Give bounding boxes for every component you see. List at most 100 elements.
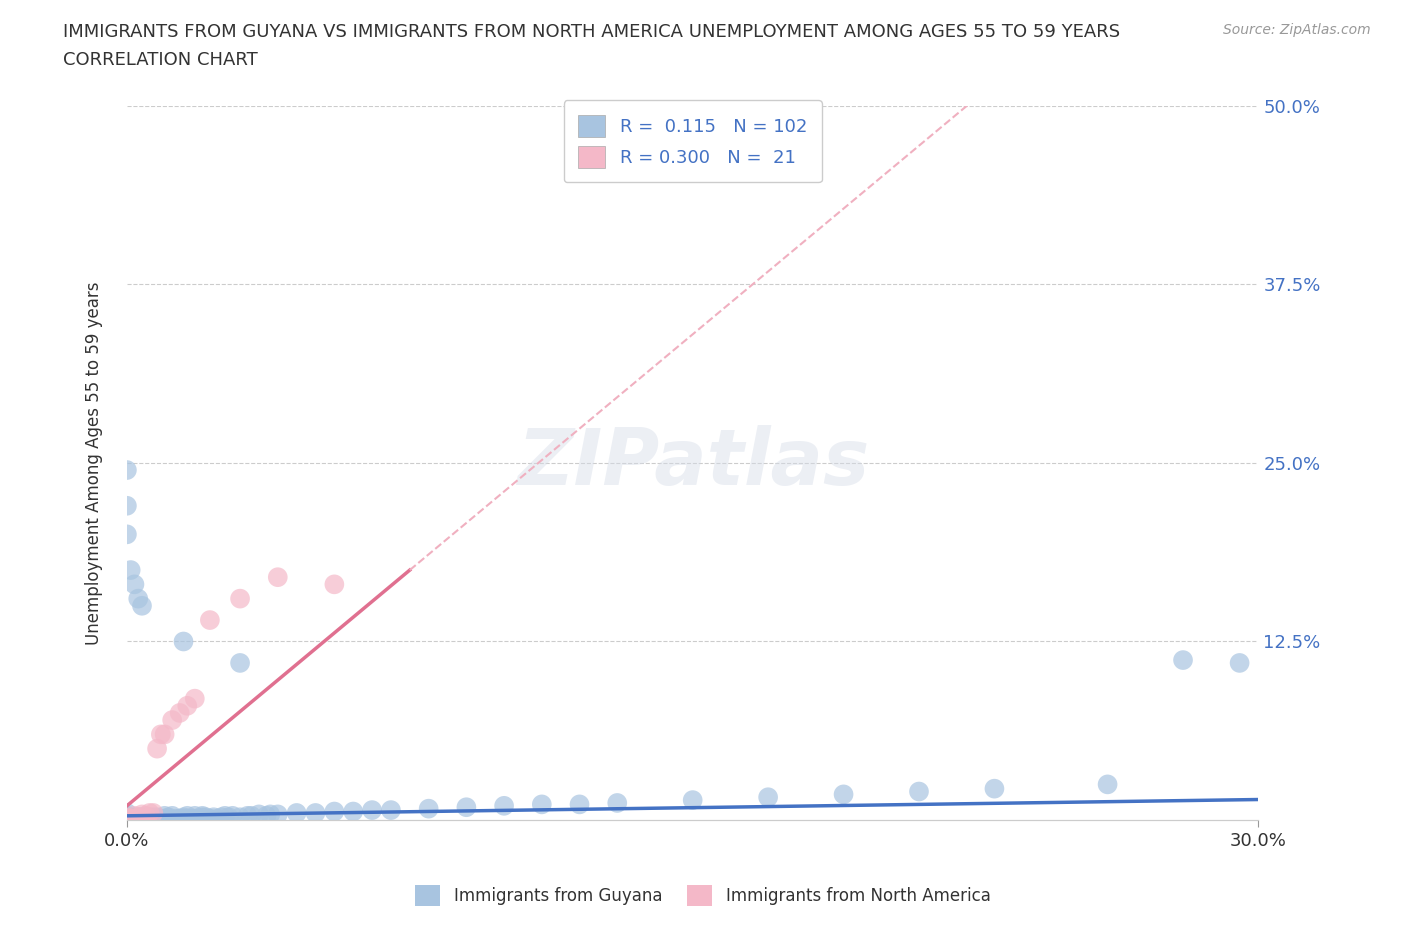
Point	[120, 811, 142, 826]
Point	[115, 527, 138, 542]
Point	[115, 811, 138, 826]
Point	[530, 797, 553, 812]
Point	[153, 811, 176, 826]
Point	[142, 811, 165, 826]
Point	[120, 811, 142, 826]
Point	[127, 810, 149, 825]
Point	[908, 784, 931, 799]
Text: CORRELATION CHART: CORRELATION CHART	[63, 51, 259, 69]
Point	[176, 811, 198, 826]
Point	[160, 808, 183, 823]
Point	[157, 813, 180, 828]
Point	[184, 808, 207, 823]
Legend: R =  0.115   N = 102, R = 0.300   N =  21: R = 0.115 N = 102, R = 0.300 N = 21	[564, 100, 821, 182]
Point	[209, 810, 232, 825]
Point	[138, 813, 160, 828]
Point	[756, 790, 779, 804]
Point	[304, 805, 326, 820]
Point	[135, 808, 157, 823]
Point	[131, 813, 153, 828]
Point	[173, 634, 195, 649]
Point	[494, 798, 516, 813]
Point	[115, 813, 138, 828]
Point	[202, 810, 225, 825]
Point	[135, 810, 157, 825]
Y-axis label: Unemployment Among Ages 55 to 59 years: Unemployment Among Ages 55 to 59 years	[86, 281, 103, 644]
Text: Source: ZipAtlas.com: Source: ZipAtlas.com	[1223, 23, 1371, 37]
Point	[131, 810, 153, 825]
Point	[142, 810, 165, 825]
Point	[115, 808, 138, 823]
Point	[115, 805, 138, 820]
Point	[115, 462, 138, 477]
Point	[115, 810, 138, 825]
Point	[1171, 653, 1194, 668]
Point	[191, 808, 214, 823]
Point	[229, 591, 252, 606]
Point	[606, 795, 628, 810]
Point	[323, 577, 346, 591]
Point	[191, 810, 214, 825]
Point	[149, 727, 172, 742]
Point	[146, 810, 169, 825]
Point	[115, 813, 138, 828]
Point	[142, 813, 165, 828]
Point	[120, 563, 142, 578]
Point	[323, 804, 346, 819]
Point	[146, 741, 169, 756]
Point	[127, 810, 149, 825]
Point	[285, 805, 308, 820]
Point	[127, 591, 149, 606]
Point	[184, 691, 207, 706]
Point	[165, 811, 187, 826]
Point	[127, 813, 149, 828]
Point	[176, 808, 198, 823]
Point	[267, 807, 290, 822]
Point	[267, 570, 290, 585]
Point	[135, 811, 157, 826]
Point	[173, 810, 195, 825]
Point	[120, 813, 142, 828]
Point	[256, 808, 278, 823]
Point	[131, 807, 153, 822]
Point	[115, 813, 138, 828]
Point	[682, 792, 704, 807]
Point	[135, 813, 157, 828]
Point	[240, 808, 263, 823]
Point	[131, 598, 153, 613]
Point	[184, 811, 207, 826]
Point	[115, 813, 138, 828]
Point	[153, 727, 176, 742]
Point	[160, 712, 183, 727]
Text: ZIPatlas: ZIPatlas	[516, 425, 869, 501]
Point	[456, 800, 478, 815]
Point	[218, 810, 240, 825]
Point	[124, 577, 146, 591]
Point	[135, 813, 157, 828]
Point	[169, 706, 191, 721]
Point	[247, 807, 270, 822]
Legend: Immigrants from Guyana, Immigrants from North America: Immigrants from Guyana, Immigrants from …	[409, 879, 997, 912]
Point	[120, 813, 142, 828]
Point	[160, 813, 183, 828]
Point	[229, 810, 252, 825]
Point	[149, 811, 172, 826]
Point	[832, 787, 855, 802]
Point	[138, 811, 160, 826]
Point	[214, 808, 236, 823]
Point	[142, 805, 165, 820]
Point	[124, 810, 146, 825]
Point	[418, 802, 440, 817]
Point	[342, 804, 364, 819]
Point	[153, 813, 176, 828]
Point	[361, 803, 384, 817]
Point	[176, 698, 198, 713]
Point	[180, 811, 202, 826]
Text: IMMIGRANTS FROM GUYANA VS IMMIGRANTS FROM NORTH AMERICA UNEMPLOYMENT AMONG AGES : IMMIGRANTS FROM GUYANA VS IMMIGRANTS FRO…	[63, 23, 1121, 41]
Point	[146, 813, 169, 828]
Point	[198, 613, 221, 628]
Point	[124, 808, 146, 823]
Point	[380, 803, 402, 817]
Point	[983, 781, 1005, 796]
Point	[169, 813, 191, 828]
